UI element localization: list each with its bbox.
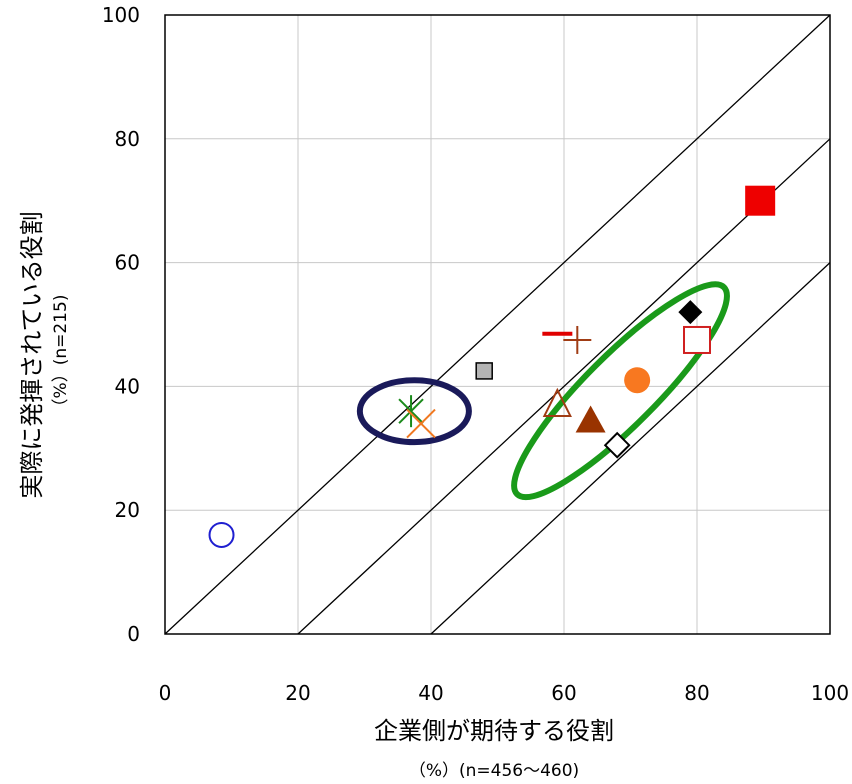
data-point bbox=[745, 185, 776, 216]
x-tick-label: 60 bbox=[551, 681, 576, 705]
x-tick-label: 100 bbox=[811, 681, 849, 705]
highlight-ellipses bbox=[356, 281, 730, 501]
y-axis-title: 実際に発揮されている役割 bbox=[18, 211, 46, 498]
reference-line bbox=[430, 262, 831, 635]
x-tick-label: 20 bbox=[285, 681, 310, 705]
x-axis-unit: （%）(n=456～460) bbox=[409, 761, 579, 781]
data-point bbox=[678, 300, 703, 325]
data-points bbox=[208, 185, 776, 548]
point-marker bbox=[683, 325, 711, 354]
x-axis-title: 企業側が期待する役割 bbox=[374, 717, 614, 745]
data-point bbox=[398, 395, 424, 428]
point-marker bbox=[603, 431, 631, 459]
x-tick-label: 40 bbox=[418, 681, 443, 705]
reference-line bbox=[164, 14, 831, 635]
y-tick-label: 20 bbox=[115, 498, 140, 522]
highlight-ellipse bbox=[356, 377, 472, 446]
data-point bbox=[542, 387, 572, 417]
plot-area bbox=[164, 14, 831, 635]
x-tick-label: 80 bbox=[684, 681, 709, 705]
point-marker bbox=[406, 408, 436, 439]
data-point bbox=[624, 367, 651, 394]
x-tick-label: 0 bbox=[159, 681, 172, 705]
point-marker bbox=[624, 367, 651, 394]
data-point bbox=[575, 405, 606, 433]
data-point bbox=[208, 521, 235, 548]
x-tick-labels: 0 20 40 60 80 100 bbox=[159, 681, 849, 705]
reference-lines bbox=[164, 14, 831, 635]
point-marker bbox=[575, 405, 606, 433]
point-marker bbox=[542, 387, 572, 417]
y-axis-unit: （%）(n=215) bbox=[51, 295, 71, 416]
y-tick-label: 100 bbox=[102, 3, 140, 27]
y-tick-label: 0 bbox=[127, 622, 140, 646]
data-point bbox=[475, 362, 493, 380]
data-point bbox=[683, 325, 711, 354]
highlight-ellipse bbox=[511, 281, 730, 501]
data-point bbox=[406, 408, 436, 439]
grid bbox=[165, 15, 830, 634]
y-tick-labels: 0 20 40 60 80 100 bbox=[102, 3, 140, 646]
point-marker bbox=[745, 185, 776, 216]
data-point bbox=[563, 325, 592, 354]
data-point bbox=[603, 431, 631, 459]
point-marker bbox=[475, 362, 493, 380]
point-marker bbox=[678, 300, 703, 325]
y-tick-label: 40 bbox=[115, 374, 140, 398]
y-tick-label: 60 bbox=[115, 251, 140, 275]
y-tick-label: 80 bbox=[115, 127, 140, 151]
point-marker bbox=[208, 521, 235, 548]
reference-line bbox=[297, 138, 831, 635]
